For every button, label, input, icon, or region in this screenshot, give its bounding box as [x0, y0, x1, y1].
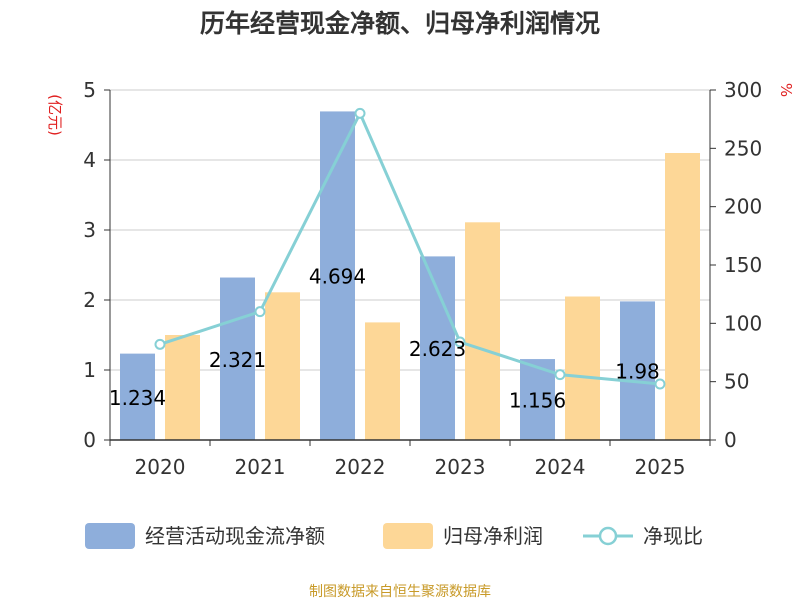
right-axis-unit: % [777, 83, 795, 97]
x-tick-label: 2020 [135, 455, 186, 479]
legend: 经营活动现金流净额 归母净利润 净现比 [85, 523, 703, 549]
x-tick-label: 2021 [235, 455, 286, 479]
left-tick-label: 4 [83, 148, 96, 172]
cash-flow-value-label: 2.623 [409, 337, 466, 361]
chart-title: 历年经营现金净额、归母净利润情况 [200, 9, 600, 38]
legend-swatch-marker [598, 526, 618, 546]
ratio-line [154, 107, 666, 390]
cash-flow-value-label: 2.321 [209, 348, 266, 372]
ratio-point [454, 336, 466, 348]
x-tick-label: 2023 [435, 455, 486, 479]
right-tick-label: 150 [724, 253, 762, 277]
bars [120, 111, 700, 441]
data-labels: 1.234 2.321 4.694 2.623 1.156 1.98 [109, 265, 660, 413]
right-tick-label: 50 [724, 370, 749, 394]
right-tick-label: 0 [724, 428, 737, 452]
legend-swatch [383, 523, 433, 549]
right-tick-label: 100 [724, 311, 762, 335]
net-profit-bar [265, 292, 300, 440]
ratio-point [354, 107, 366, 119]
net-profit-bar [565, 296, 600, 440]
x-tick-label: 2022 [335, 455, 386, 479]
left-tick-label: 0 [83, 428, 96, 452]
legend-label: 归母净利润 [443, 524, 543, 548]
left-tick-label: 2 [83, 288, 96, 312]
right-tick-label: 300 [724, 78, 762, 102]
left-tick-label: 1 [83, 358, 96, 382]
cash-flow-value-label: 1.98 [615, 360, 660, 384]
net-profit-bar [165, 335, 200, 440]
right-tick-label: 250 [724, 136, 762, 160]
net-profit-bar [465, 222, 500, 440]
x-tick-label: 2024 [535, 455, 586, 479]
net-profit-bar [665, 153, 700, 440]
cash-flow-value-label: 1.156 [509, 389, 566, 413]
x-tick-label: 2025 [635, 455, 686, 479]
right-tick-label: 200 [724, 195, 762, 219]
ratio-line-path [159, 109, 661, 386]
net-profit-bar [365, 322, 400, 440]
left-axis-unit: (亿元) [46, 94, 64, 136]
legend-label: 经营活动现金流净额 [145, 524, 325, 548]
cash-flow-bar [320, 111, 355, 441]
legend-label: 净现比 [643, 524, 703, 548]
ratio-point [554, 369, 566, 381]
cash-flow-value-label: 4.694 [309, 265, 366, 289]
left-tick-label: 5 [83, 78, 96, 102]
ratio-point [254, 306, 266, 318]
source-note: 制图数据来自恒生聚源数据库 [309, 584, 491, 600]
cash-flow-value-label: 1.234 [109, 386, 166, 410]
ratio-point [654, 378, 666, 390]
cash-flow-bar [220, 277, 255, 440]
legend-swatch [85, 523, 135, 549]
cash-flow-bar [620, 301, 655, 440]
left-tick-label: 3 [83, 218, 96, 242]
ratio-point [154, 338, 166, 350]
cash-flow-bar [120, 353, 155, 440]
